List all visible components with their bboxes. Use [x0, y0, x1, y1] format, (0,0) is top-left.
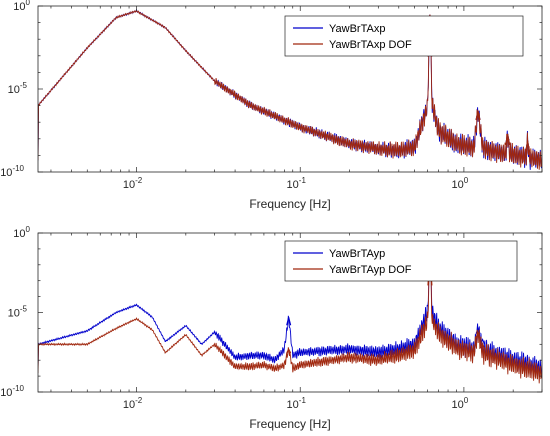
legend-entry-1: YawBrTAyp DOF — [329, 264, 412, 276]
series-1-peak-3 — [480, 343, 486, 349]
x-tick-label: 10-2 — [123, 396, 143, 411]
series-1-peak-1 — [475, 110, 481, 121]
series-0-peak-0 — [286, 317, 292, 326]
legend-entry-1: YawBrTAxp DOF — [329, 39, 412, 51]
y-tick-label: 10-10 — [0, 164, 24, 179]
x-axis-label: Frequency [Hz] — [249, 417, 330, 431]
top-panel: 10-2 10-1 100 10-10 10-5 100 Frequency [Hz] Yaw… — [0, 0, 543, 211]
series-1-peak-2 — [475, 331, 481, 339]
y-tick-label: 10-10 — [0, 384, 24, 399]
series-1-peak-2 — [505, 133, 511, 146]
y-tick-label: 100 — [13, 225, 30, 240]
x-axis-label: Frequency [Hz] — [249, 197, 330, 211]
legend-entry-0: YawBrTAxp — [329, 23, 385, 35]
x-tick-label: 100 — [452, 396, 469, 411]
legend-entry-0: YawBrTAyp — [329, 248, 385, 260]
x-tick-label: 10-2 — [123, 176, 143, 191]
legend: YawBrTAyp YawBrTAyp DOF — [284, 240, 518, 282]
legend-box — [284, 15, 524, 57]
y-tick-label: 100 — [13, 0, 30, 13]
x-tick-label: 10-1 — [287, 176, 307, 191]
y-tick-label: 10-5 — [8, 81, 28, 96]
bottom-panel: 10-2 10-1 100 10-10 10-5 100 Frequency [Hz] Yaw… — [0, 225, 543, 431]
legend: YawBrTAxp YawBrTAxp DOF — [284, 15, 524, 57]
series-1-peak-3 — [525, 140, 531, 153]
x-tick-label: 100 — [452, 176, 469, 191]
series-line-1 — [38, 9, 542, 170]
series-lines — [38, 8, 542, 170]
x-tick-label: 10-1 — [287, 396, 307, 411]
y-tick-label: 10-5 — [8, 305, 28, 320]
legend-box — [284, 240, 518, 282]
series-1-peak-0 — [286, 347, 292, 354]
